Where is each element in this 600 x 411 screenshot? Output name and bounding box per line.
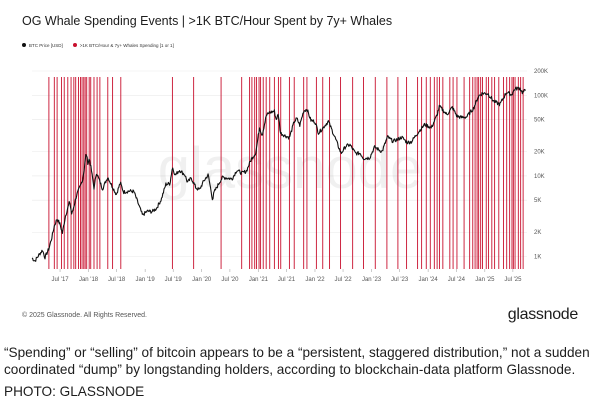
x-tick-label: Jan '21 (249, 277, 269, 283)
y-tick-label: 2K (534, 230, 541, 236)
x-tick-label: Jul '21 (278, 277, 296, 283)
x-tick-label: Jul '23 (391, 277, 409, 283)
x-tick-label: Jan '20 (192, 277, 212, 283)
legend-item-whale-spending[interactable]: >1K BTC/Hour & 7y+ Whales Spending [1 or… (72, 42, 174, 48)
x-axis: Jul '17 Jan '18 Jul '18 Jan '19 Jul '19 Jan '… (51, 269, 522, 283)
x-tick-label: Jul '20 (221, 277, 239, 283)
legend-swatch-btc-price (22, 43, 26, 47)
legend-swatch-whale-spending (72, 43, 77, 47)
x-tick-label: Jul '22 (334, 277, 352, 283)
y-tick-label: 20K (534, 150, 545, 156)
y-tick-label: 5K (534, 198, 541, 204)
y-tick-label: 50K (534, 118, 545, 124)
spending-events-layer (48, 77, 524, 269)
x-tick-label: Jan '24 (419, 277, 439, 283)
x-tick-label: Jan '18 (79, 277, 99, 283)
legend-item-btc-price[interactable]: BTC Price [USD] (22, 43, 63, 48)
grid-layer (32, 70, 527, 257)
btc-price-line (31, 86, 526, 262)
x-tick-label: Jul '19 (165, 277, 183, 283)
legend-label-btc-price: BTC Price [USD] (29, 42, 63, 48)
legend-label-whale-spending: >1K BTC/Hour & 7y+ Whales Spending [1 or… (79, 42, 174, 48)
y-tick-label: 100K (534, 93, 548, 99)
photo-credit: PHOTO: GLASSNODE (4, 384, 145, 399)
chart-legend: BTC Price [USD] >1K BTC/Hour & 7y+ Whale… (22, 40, 174, 50)
x-tick-label: Jul '25 (504, 277, 522, 283)
x-tick-label: Jan '25 (475, 277, 495, 283)
y-tick-label: 10K (534, 174, 545, 180)
watermark: glassnode (158, 136, 422, 201)
chart-plot: glassnode Jul '17 Jan '18 Jul '18 Jan '19 Ju… (31, 69, 548, 283)
price-line-layer (31, 86, 526, 262)
x-tick-label: Jan '19 (136, 277, 156, 283)
x-tick-label: Jul '18 (108, 277, 126, 283)
x-tick-label: Jul '17 (51, 277, 69, 283)
chart-title: OG Whale Spending Events | >1K BTC/Hour … (22, 14, 393, 28)
caption: “Spending” or “selling” of bitcoin appea… (4, 345, 590, 377)
y-tick-label: 200K (534, 69, 548, 75)
glassnode-logo: glassnode (507, 306, 579, 323)
copyright: © 2025 Glassnode. All Rights Reserved. (22, 312, 148, 319)
x-tick-label: Jan '22 (305, 277, 325, 283)
y-tick-label: 1K (534, 255, 541, 261)
x-tick-label: Jul '24 (448, 277, 466, 283)
y-axis: 1K 2K 5K 10K 20K 50K 100K 200K (534, 69, 548, 261)
chart-card: OG Whale Spending Events | >1K BTC/Hour … (22, 14, 579, 323)
x-tick-label: Jan '23 (362, 277, 382, 283)
